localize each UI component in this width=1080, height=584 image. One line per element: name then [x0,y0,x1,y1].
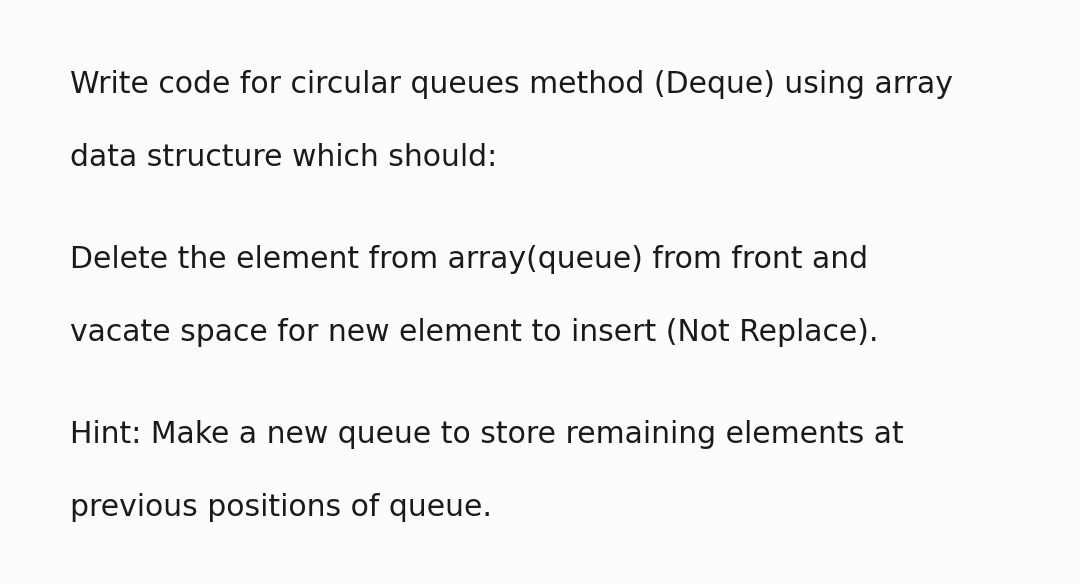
Text: data structure which should:: data structure which should: [70,143,498,172]
Text: Write code for circular queues method (Deque) using array: Write code for circular queues method (D… [70,70,953,99]
Text: vacate space for new element to insert (Not Replace).: vacate space for new element to insert (… [70,318,879,347]
Text: previous positions of queue.: previous positions of queue. [70,493,492,523]
Text: Hint: Make a new queue to store remaining elements at: Hint: Make a new queue to store remainin… [70,420,904,450]
Text: Delete the element from array(queue) from front and: Delete the element from array(queue) fro… [70,245,868,274]
